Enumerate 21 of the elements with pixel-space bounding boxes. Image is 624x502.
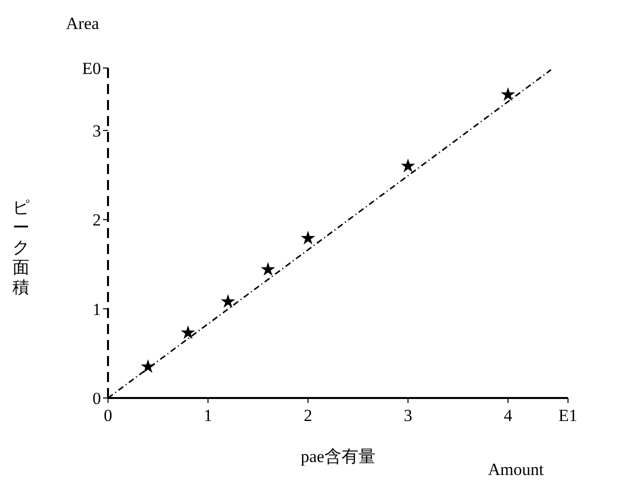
x-tick-label: 1 xyxy=(204,406,212,426)
y-tick-label: 1 xyxy=(92,300,101,319)
y-tick-label: 0 xyxy=(92,389,101,408)
point xyxy=(300,230,316,244)
y-tick-label: 3 xyxy=(92,121,101,140)
x-tick-label: 2 xyxy=(304,406,312,426)
point xyxy=(140,359,156,373)
point xyxy=(400,158,416,172)
point xyxy=(260,262,276,276)
point xyxy=(180,325,196,339)
x-tick-label: 3 xyxy=(404,406,412,426)
x-tick-label: E1 xyxy=(558,406,578,426)
y-axis-title: ピーク面積 xyxy=(12,198,30,298)
point xyxy=(500,87,516,101)
y-tick-label: E0 xyxy=(82,59,101,78)
x-tick-label: 4 xyxy=(504,406,513,426)
point xyxy=(220,294,236,308)
x-axis-title: pae含有量 xyxy=(300,447,376,466)
text: Area xyxy=(66,14,100,34)
y-tick-label: 2 xyxy=(92,210,101,230)
text: Amount xyxy=(488,460,544,480)
